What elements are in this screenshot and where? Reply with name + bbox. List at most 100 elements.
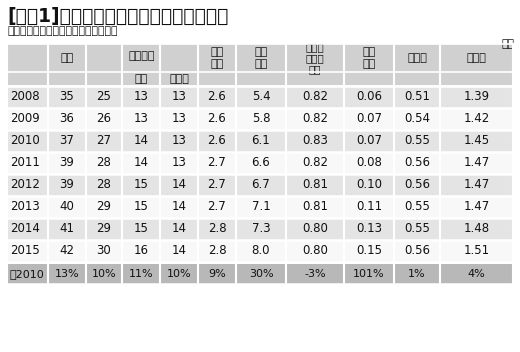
Text: 0.07: 0.07 — [356, 113, 382, 126]
Text: 訪問
看護: 訪問 看護 — [362, 48, 375, 69]
Bar — [236, 72, 286, 86]
Bar — [198, 174, 236, 196]
Bar — [48, 264, 86, 284]
Bar — [7, 174, 48, 196]
Bar — [160, 264, 198, 284]
Bar — [440, 264, 513, 284]
Bar — [7, 264, 48, 284]
Bar — [286, 240, 344, 262]
Bar — [440, 108, 513, 130]
Bar — [440, 240, 513, 262]
Bar — [122, 174, 160, 196]
Bar — [286, 130, 344, 152]
Text: 9%: 9% — [208, 269, 226, 279]
Text: 対2010: 対2010 — [10, 269, 45, 279]
Text: 1.51: 1.51 — [463, 245, 489, 258]
Bar — [86, 108, 122, 130]
Text: 1.47: 1.47 — [463, 201, 490, 214]
Text: 療養等: 療養等 — [407, 53, 427, 63]
Text: 2011: 2011 — [10, 157, 40, 170]
Text: 14: 14 — [172, 222, 187, 235]
Bar — [440, 196, 513, 218]
Bar — [286, 152, 344, 174]
Bar — [160, 196, 198, 218]
Text: 入院時
食事・
生活: 入院時 食事・ 生活 — [306, 42, 324, 74]
Text: 7.3: 7.3 — [252, 222, 270, 235]
Bar — [344, 264, 394, 284]
Text: 7.1: 7.1 — [252, 201, 270, 214]
Bar — [48, 108, 86, 130]
Text: 0.11: 0.11 — [356, 201, 382, 214]
Text: 1.47: 1.47 — [463, 178, 490, 191]
Text: 0.81: 0.81 — [302, 201, 328, 214]
Bar — [7, 218, 48, 240]
Bar — [160, 218, 198, 240]
Text: 8.0: 8.0 — [252, 245, 270, 258]
Bar — [160, 72, 198, 86]
Text: 0.56: 0.56 — [404, 178, 430, 191]
Bar — [236, 86, 286, 108]
Text: 41: 41 — [59, 222, 74, 235]
Text: 0.51: 0.51 — [404, 90, 430, 103]
Bar — [394, 72, 440, 86]
Text: 2014: 2014 — [10, 222, 40, 235]
Text: 28: 28 — [97, 157, 111, 170]
Bar — [344, 86, 394, 108]
Bar — [48, 240, 86, 262]
Text: 14: 14 — [134, 157, 149, 170]
Bar — [160, 86, 198, 108]
Bar — [198, 108, 236, 130]
Text: [図表1]国民医療費の診療種類別内訳推移: [図表1]国民医療費の診療種類別内訳推移 — [7, 7, 228, 26]
Text: 1.47: 1.47 — [463, 157, 490, 170]
Bar — [198, 218, 236, 240]
Bar — [236, 240, 286, 262]
Text: 0.82: 0.82 — [302, 157, 328, 170]
Text: 10%: 10% — [167, 269, 191, 279]
Bar — [344, 174, 394, 196]
Text: 30: 30 — [97, 245, 111, 258]
Text: 13: 13 — [134, 90, 148, 103]
Text: -3%: -3% — [304, 269, 326, 279]
Bar — [344, 240, 394, 262]
Bar — [198, 264, 236, 284]
Bar — [236, 196, 286, 218]
Text: 5.8: 5.8 — [252, 113, 270, 126]
Bar — [394, 152, 440, 174]
Text: 39: 39 — [60, 178, 74, 191]
Text: 2.8: 2.8 — [207, 245, 226, 258]
Text: 2.7: 2.7 — [207, 201, 226, 214]
Bar — [286, 86, 344, 108]
Bar — [236, 264, 286, 284]
Bar — [236, 218, 286, 240]
Text: 2.8: 2.8 — [207, 222, 226, 235]
Bar — [122, 130, 160, 152]
Text: 2.7: 2.7 — [207, 157, 226, 170]
Bar — [394, 264, 440, 284]
Bar — [344, 130, 394, 152]
Bar — [122, 240, 160, 262]
Bar — [160, 152, 198, 174]
Text: 2015: 2015 — [10, 245, 40, 258]
Bar — [86, 44, 122, 72]
Bar — [122, 108, 160, 130]
Text: 0.07: 0.07 — [356, 134, 382, 147]
Bar — [48, 86, 86, 108]
Text: 0.56: 0.56 — [404, 157, 430, 170]
Bar — [394, 218, 440, 240]
Bar — [7, 240, 48, 262]
Text: 13: 13 — [172, 134, 187, 147]
Text: 14: 14 — [134, 134, 149, 147]
Text: 16: 16 — [134, 245, 149, 258]
Bar — [286, 72, 344, 86]
Text: 2008: 2008 — [10, 90, 40, 103]
Bar — [48, 218, 86, 240]
Text: 2010: 2010 — [10, 134, 40, 147]
Text: 0.83: 0.83 — [302, 134, 328, 147]
Bar — [344, 108, 394, 130]
Bar — [440, 174, 513, 196]
Bar — [440, 130, 513, 152]
Text: 13: 13 — [134, 113, 148, 126]
Bar — [198, 130, 236, 152]
Text: 15: 15 — [134, 201, 148, 214]
Bar — [394, 108, 440, 130]
